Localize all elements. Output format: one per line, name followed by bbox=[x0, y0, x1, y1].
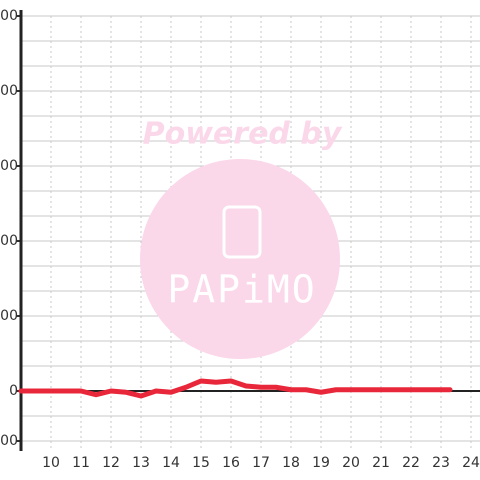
logo-icon bbox=[222, 205, 262, 259]
y-tick-label: 150,000 bbox=[0, 8, 18, 24]
x-tick-label: 24 bbox=[462, 455, 480, 471]
y-tick-label: 60,000 bbox=[0, 233, 18, 249]
x-tick-label: 20 bbox=[342, 455, 360, 471]
x-tick-label: 17 bbox=[252, 455, 270, 471]
x-tick-label: 16 bbox=[222, 455, 240, 471]
x-tick-label: 18 bbox=[282, 455, 300, 471]
y-tick-label: 0 bbox=[9, 383, 18, 399]
logo-text: PAPiMO bbox=[167, 268, 316, 312]
watermark: Powered by PAPiMO bbox=[140, 117, 343, 359]
y-tick-label: 90,000 bbox=[0, 158, 18, 174]
x-tick-label: 19 bbox=[312, 455, 330, 471]
x-tick-label: 15 bbox=[192, 455, 210, 471]
data-line bbox=[18, 378, 453, 399]
logo-circle bbox=[140, 159, 340, 359]
x-tick-label: 10 bbox=[42, 455, 60, 471]
y-tick-label: 30,000 bbox=[0, 308, 18, 324]
x-tick-label: 12 bbox=[102, 455, 120, 471]
x-tick-label: 22 bbox=[402, 455, 420, 471]
y-tick-label: 120,000 bbox=[0, 83, 18, 99]
watermark-text: Powered by bbox=[143, 117, 343, 152]
x-tick-label: 11 bbox=[72, 455, 90, 471]
x-tick-label: 23 bbox=[432, 455, 450, 471]
x-tick-label: 14 bbox=[162, 455, 180, 471]
x-tick-label: 21 bbox=[372, 455, 390, 471]
x-tick-label: 13 bbox=[132, 455, 150, 471]
y-tick-label: -20,000 bbox=[0, 433, 18, 449]
